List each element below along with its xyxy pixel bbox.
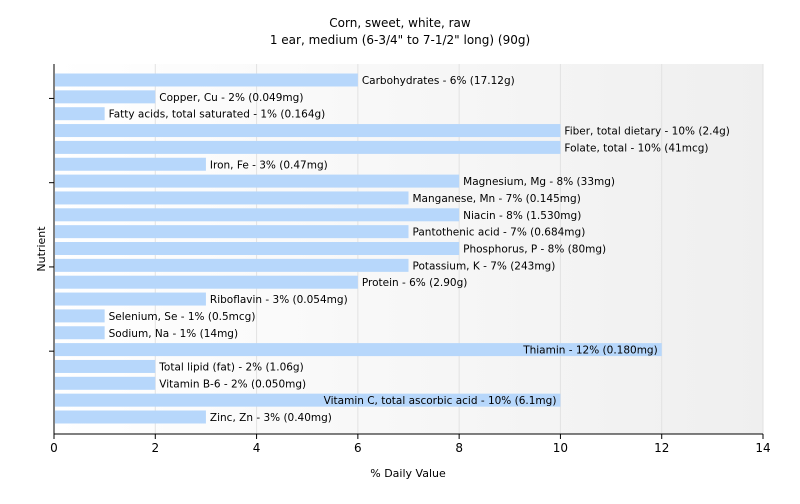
bar <box>55 140 561 154</box>
bar <box>55 326 105 340</box>
x-tick-label: 0 <box>50 441 58 455</box>
bar-label: Riboflavin - 3% (0.054mg) <box>210 294 348 306</box>
bar <box>55 73 358 87</box>
bar <box>55 258 409 272</box>
bar <box>55 124 561 138</box>
bar-label: Vitamin C, total ascorbic acid - 10% (6.… <box>324 395 557 407</box>
bar <box>55 107 105 121</box>
bar-label: Folate, total - 10% (41mcg) <box>564 142 708 154</box>
bar <box>55 359 156 373</box>
bar-label: Magnesium, Mg - 8% (33mg) <box>463 176 615 188</box>
y-axis-label: Nutrient <box>35 226 48 272</box>
x-tick-label: 6 <box>354 441 362 455</box>
bar-label: Protein - 6% (2.90g) <box>362 277 468 289</box>
bar-label: Iron, Fe - 3% (0.47mg) <box>210 159 328 171</box>
x-tick-label: 2 <box>151 441 159 455</box>
bar-label: Thiamin - 12% (0.180mg) <box>522 345 658 357</box>
bar <box>55 174 460 188</box>
bar <box>55 393 561 407</box>
bar <box>55 157 206 171</box>
axes: 0 2 4 6 8 10 12 14 <box>49 64 771 455</box>
bar <box>55 275 358 289</box>
bar-label: Pantothenic acid - 7% (0.684mg) <box>413 227 586 239</box>
bar <box>55 90 156 104</box>
bar <box>55 208 460 222</box>
bar-label: Potassium, K - 7% (243mg) <box>413 260 556 272</box>
bar-label: Selenium, Se - 1% (0.5mcg) <box>109 311 256 323</box>
bar-label: Zinc, Zn - 3% (0.40mg) <box>210 412 332 424</box>
x-tick-label: 14 <box>755 441 770 455</box>
bar-label: Fiber, total dietary - 10% (2.4g) <box>564 126 729 138</box>
bar <box>55 225 409 239</box>
bar <box>55 292 206 306</box>
x-axis-label: % Daily Value <box>370 467 446 480</box>
bar <box>55 242 460 255</box>
bar-label: Sodium, Na - 1% (14mg) <box>109 328 238 340</box>
bars: Carbohydrates - 6% (17.12g) Copper, Cu - … <box>55 73 730 424</box>
bar-label: Manganese, Mn - 7% (0.145mg) <box>413 193 581 205</box>
bar-label: Copper, Cu - 2% (0.049mg) <box>159 92 303 104</box>
bar <box>55 191 409 205</box>
x-tick-label: 8 <box>455 441 463 455</box>
bar-label: Phosphorus, P - 8% (80mg) <box>463 244 606 256</box>
bar-label: Vitamin B-6 - 2% (0.050mg) <box>159 378 306 390</box>
chart-title: Corn, sweet, white, raw <box>329 16 471 30</box>
bar <box>55 343 662 357</box>
bar-label: Total lipid (fat) - 2% (1.06g) <box>158 361 303 373</box>
chart-subtitle: 1 ear, medium (6-3/4" to 7-1/2" long) (9… <box>270 33 530 47</box>
bar-label: Carbohydrates - 6% (17.12g) <box>362 75 515 87</box>
bar <box>55 309 105 323</box>
bar-label: Fatty acids, total saturated - 1% (0.164… <box>109 109 326 121</box>
x-tick-label: 12 <box>654 441 669 455</box>
bar-label: Niacin - 8% (1.530mg) <box>463 210 581 222</box>
bar <box>55 376 156 390</box>
bar <box>55 410 206 424</box>
x-tick-label: 4 <box>253 441 261 455</box>
x-tick-label: 10 <box>553 441 568 455</box>
